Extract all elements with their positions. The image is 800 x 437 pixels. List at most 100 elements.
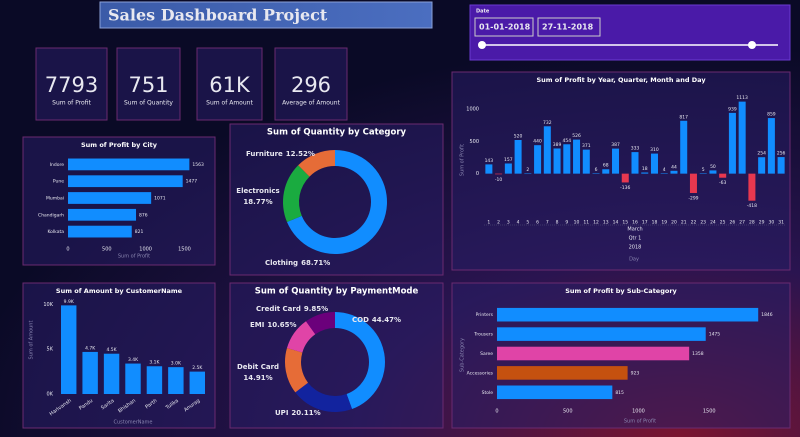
- x-axis-title: CustomerName: [113, 420, 152, 426]
- x-tick-label: 27: [739, 220, 745, 226]
- slider-start-handle[interactable]: [478, 41, 486, 49]
- bar: [650, 153, 658, 174]
- y-tick-label: Indore: [50, 162, 65, 168]
- panel: [116, 47, 181, 121]
- bar: [189, 371, 205, 394]
- x-tick-label: 2: [497, 220, 500, 226]
- data-label: 18: [642, 166, 648, 172]
- x-tick-label: 6: [536, 220, 539, 226]
- y-tick-label: 0K: [47, 392, 54, 398]
- data-label: 2.5K: [192, 365, 203, 371]
- bar: [534, 145, 542, 174]
- kpi-value: 296: [291, 73, 331, 97]
- x-tick-label: 1: [487, 220, 490, 226]
- x-tick-label: 20: [671, 220, 677, 226]
- panel: [274, 47, 348, 121]
- bar: [82, 351, 98, 394]
- kpi-label: Sum of Amount: [206, 100, 253, 107]
- data-label: -136: [620, 185, 630, 191]
- x-tick-label: 0: [495, 409, 498, 415]
- y-tick-label: Trousers: [473, 332, 493, 338]
- x-tick-label: 11: [583, 220, 589, 226]
- data-label: 50: [710, 164, 716, 170]
- data-label: 387: [611, 142, 620, 148]
- data-label: 1113: [736, 95, 748, 101]
- y-tick-label: 500: [469, 139, 479, 145]
- bar: [543, 126, 551, 174]
- y-tick-label: Kolkata: [47, 229, 64, 235]
- x-tick-label: 1500: [178, 247, 191, 253]
- slicer-title: Date: [476, 9, 490, 15]
- kpi-label: Average of Amount: [282, 100, 340, 107]
- x-tick-label: 26: [730, 220, 736, 226]
- data-label: 310: [650, 147, 659, 153]
- x-tick-label: 1000: [139, 247, 152, 253]
- x-tick-label: 24: [710, 220, 716, 226]
- end-date-box[interactable]: [537, 17, 601, 37]
- data-label: -10: [495, 177, 502, 183]
- segment-category: EMI: [250, 321, 264, 329]
- slider-end-handle[interactable]: [748, 41, 756, 49]
- x-axis-title: Sum of Profit: [624, 419, 656, 425]
- segment-category: Electronics: [236, 187, 279, 195]
- data-label: 821: [135, 229, 144, 235]
- x-tick-label: 23: [700, 220, 706, 226]
- y-tick-label: Accessories: [467, 370, 494, 376]
- x-tick-label: 1000: [632, 409, 645, 415]
- segment-category: UPI: [275, 409, 288, 417]
- page-title: Sales Dashboard Project: [108, 6, 328, 25]
- bar: [758, 157, 766, 174]
- donut-segment: [295, 382, 353, 412]
- data-label: 2: [526, 167, 529, 173]
- data-label: 1846: [761, 312, 773, 318]
- x-tick-label: 25: [720, 220, 726, 226]
- data-label: 389: [553, 142, 562, 148]
- bar: [689, 173, 697, 193]
- data-label: 939: [728, 106, 737, 112]
- kpi-value: 7793: [45, 73, 98, 97]
- y-tick-label: 1000: [466, 106, 479, 112]
- bar: [553, 148, 561, 174]
- data-label: 454: [563, 138, 572, 144]
- data-label: 44: [671, 164, 677, 170]
- bar: [660, 173, 668, 174]
- x-tick-label: 18: [652, 220, 658, 226]
- y-tick-label: 0: [476, 171, 479, 177]
- x-tick-label: 5: [526, 220, 529, 226]
- x-tick-label: 500: [563, 409, 573, 415]
- bar: [612, 148, 620, 174]
- bar: [699, 173, 707, 174]
- data-label: -418: [747, 203, 757, 209]
- bar: [497, 366, 628, 380]
- segment-value: 9.85%: [304, 305, 328, 313]
- bar: [497, 327, 706, 341]
- data-label: 859: [767, 112, 776, 118]
- donut-segment: [335, 312, 385, 410]
- bar: [125, 363, 141, 394]
- start-date-box[interactable]: [474, 17, 534, 37]
- x-tick-label: 3: [507, 220, 510, 226]
- data-label: 68: [603, 163, 609, 169]
- x-tick-label: 28: [749, 220, 755, 226]
- bar: [497, 346, 690, 361]
- date-slicer[interactable]: Date 01-01-2018 27-11-2018: [469, 4, 791, 61]
- x-tick-label: 22: [691, 220, 697, 226]
- data-label: 371: [582, 143, 591, 149]
- start-date: 01-01-2018: [479, 23, 531, 32]
- chart-title: Sum of Quantity by Category: [267, 128, 407, 138]
- data-label: 4: [663, 167, 666, 173]
- segment-label: Credit Card 9.85%: [256, 305, 328, 313]
- y-tick-label: Printers: [476, 312, 494, 318]
- y-tick-label: Pune: [53, 179, 64, 185]
- chart-title: Sum of Profit by City: [81, 141, 158, 149]
- data-label: 1477: [186, 179, 198, 185]
- segment-label: COD 44.47%: [352, 316, 401, 324]
- segment-label: UPI 20.11%: [275, 409, 321, 417]
- data-label: 1358: [692, 351, 704, 357]
- y-tick-label: Stole: [482, 390, 494, 396]
- bar: [738, 101, 746, 174]
- bar: [641, 172, 649, 174]
- x-tick-label: 15: [622, 220, 628, 226]
- data-label: 4.7K: [85, 345, 96, 351]
- segment-category: Clothing: [265, 259, 298, 267]
